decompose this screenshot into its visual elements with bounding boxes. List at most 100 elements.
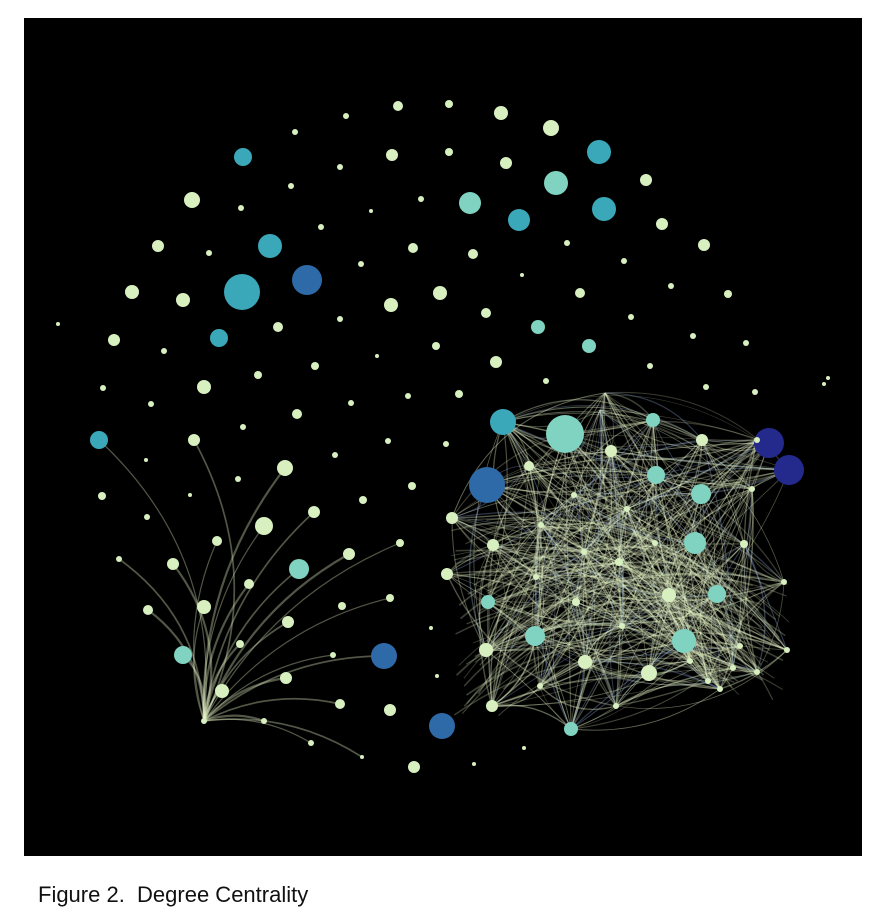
- edge: [575, 601, 709, 682]
- graph-node: [703, 384, 709, 390]
- edge: [601, 392, 620, 563]
- edge: [701, 439, 734, 669]
- graph-node: [754, 428, 784, 458]
- edge: [618, 419, 654, 563]
- edge: [732, 488, 753, 669]
- graph-node: [143, 605, 153, 615]
- edge: [465, 641, 764, 696]
- edge: [491, 474, 657, 707]
- edge: [502, 421, 623, 627]
- edge: [650, 419, 721, 690]
- edge: [570, 508, 628, 730]
- graph-node: [254, 371, 262, 379]
- graph-node: [708, 585, 726, 603]
- graph-node: [564, 722, 578, 736]
- graph-node: [587, 140, 611, 164]
- graph-node: [543, 378, 549, 384]
- graph-node: [311, 362, 319, 370]
- edge: [610, 450, 621, 707]
- edge: [492, 421, 537, 578]
- edge: [689, 493, 734, 669]
- edge: [564, 433, 721, 690]
- edge: [604, 392, 691, 662]
- graph-node: [544, 171, 568, 195]
- edge: [540, 524, 620, 563]
- edge: [451, 518, 780, 639]
- graph-node: [571, 492, 577, 498]
- edge: [615, 543, 745, 707]
- graph-node: [418, 196, 424, 202]
- edge: [491, 576, 537, 707]
- edge: [474, 623, 731, 685]
- edge: [528, 465, 788, 651]
- edge: [487, 494, 575, 603]
- edge: [486, 467, 702, 495]
- edge: [618, 561, 625, 627]
- edge: [528, 465, 628, 510]
- graph-node: [500, 157, 512, 169]
- graph-node: [522, 746, 526, 750]
- graph-node: [176, 293, 190, 307]
- edge: [193, 439, 236, 722]
- graph-node: [592, 197, 616, 221]
- edge: [535, 450, 612, 578]
- edge: [615, 684, 721, 707]
- network-graph-panel: [24, 18, 862, 856]
- edge: [485, 494, 575, 651]
- graph-node: [396, 539, 404, 547]
- graph-node: [337, 316, 343, 322]
- edge: [534, 594, 670, 637]
- edge: [618, 561, 741, 647]
- edge: [575, 582, 718, 603]
- edge: [487, 601, 685, 652]
- edge: [465, 507, 788, 585]
- figure-caption: Figure 2. Degree Centrality: [38, 882, 309, 907]
- edge: [193, 540, 218, 722]
- graph-node: [238, 205, 244, 211]
- edge: [202, 583, 250, 722]
- graph-node: [152, 240, 164, 252]
- edge: [583, 543, 745, 553]
- edge: [604, 392, 702, 495]
- graph-node: [125, 285, 139, 299]
- edge: [451, 392, 606, 519]
- edge: [535, 542, 696, 579]
- edge: [604, 392, 703, 441]
- edge: [539, 488, 753, 687]
- graph-node: [533, 574, 539, 580]
- graph-node: [524, 461, 534, 471]
- edge: [485, 576, 537, 651]
- edge: [492, 409, 601, 546]
- edge: [534, 524, 542, 578]
- graph-node: [337, 164, 343, 170]
- edge: [689, 660, 721, 690]
- edge: [474, 623, 739, 682]
- edge: [648, 594, 670, 674]
- graph-node: [210, 329, 228, 347]
- edge: [582, 419, 654, 663]
- graph-node: [318, 224, 324, 230]
- graph-node: [564, 240, 570, 246]
- edge: [701, 439, 753, 490]
- edge: [502, 421, 557, 687]
- graph-node: [235, 476, 241, 482]
- graph-node: [90, 431, 108, 449]
- edge: [563, 494, 577, 603]
- graph-node: [100, 385, 106, 391]
- graph-node: [188, 434, 200, 446]
- graph-node: [543, 120, 559, 136]
- graph-node: [273, 322, 283, 332]
- edge: [446, 573, 623, 630]
- graph-node: [429, 626, 433, 630]
- edge: [502, 405, 703, 441]
- edge: [626, 439, 758, 510]
- graph-node: [338, 602, 346, 610]
- edge: [584, 660, 691, 678]
- edge: [534, 409, 601, 637]
- edge: [570, 543, 745, 730]
- edge: [486, 484, 586, 663]
- edge: [534, 542, 656, 637]
- edge: [621, 442, 770, 627]
- graph-node: [255, 517, 273, 535]
- edge: [487, 593, 577, 603]
